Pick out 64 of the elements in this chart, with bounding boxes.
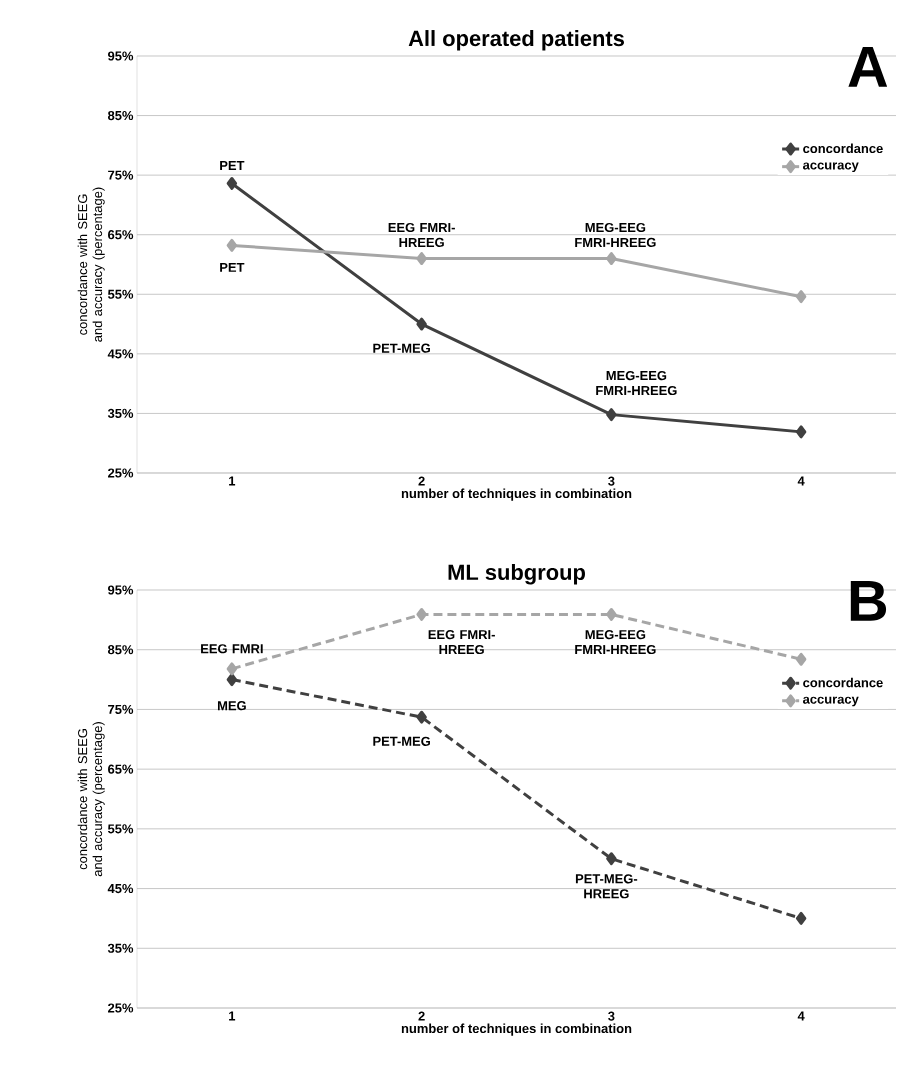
legend-label: concordance [803,677,883,688]
y-axis-title: concordance with SEEG and accuracy (percentage) [77,722,105,877]
annotation: PET-MEG [373,736,430,746]
point [226,662,238,676]
y-tick-label: 95% [108,585,134,595]
point [226,238,238,252]
y-tick-label: 25% [108,468,134,478]
y-tick-label: 65% [108,230,134,240]
y-tick-label: 55% [107,824,134,834]
x-tick-label: 3 [608,476,615,486]
annotation: EEG FMRI-HREEG [428,629,495,655]
y-tick-label: 75% [108,170,134,180]
annotation: PET-MEG [373,343,430,353]
y-tick-label: 45% [107,349,134,359]
point [795,290,807,304]
y-tick-label: 35% [107,943,134,953]
point [795,425,807,439]
x-tick-label: 2 [418,476,425,486]
y-tick-label: 85% [107,110,134,121]
y-tick-label: 65% [108,764,134,774]
point [606,608,617,621]
annotation: EEG FMRI [201,644,263,654]
x-axis-title: number of techniques in combination [401,1023,632,1036]
x-tick-label: 4 [797,476,805,486]
annotation: B [850,580,887,621]
y-axis-title: concordance with SEEG and accuracy (percentage) [77,187,105,342]
point [416,710,427,724]
annotation: EEG FMRI-HREEG [388,222,455,248]
x-tick-label: 4 [797,1011,805,1021]
legend-label: accuracy [803,696,859,707]
annotation: PET-MEG-HREEG [575,874,638,899]
annotation: MEG-EEG FMRI-HREEG [575,629,656,655]
point [226,673,238,687]
y-tick-label: 25% [108,1003,134,1013]
x-tick-label: 2 [418,1011,425,1021]
x-axis-title: number of techniques in combination [401,488,632,501]
legend-label: accuracy [803,162,859,173]
y-tick-label: 95% [108,51,134,61]
annotation: MEG-EEG FMRI-HREEG [575,222,656,248]
x-tick-label: 1 [229,1011,236,1021]
point [606,852,617,866]
chart-title: All operated patients [408,30,624,51]
y-tick-label: 55% [107,289,134,299]
x-tick-label: 1 [229,476,236,486]
x-tick-label: 3 [608,1011,615,1021]
y-tick-label: 45% [107,884,134,894]
annotation: A [848,47,888,87]
point [606,408,617,422]
legend-label: concordance [803,143,883,154]
point [416,317,427,331]
point [795,911,807,925]
chart-title: ML subgroup [448,563,585,585]
annotation: MEG-EEG FMRI-HREEG [596,370,677,396]
point [226,176,238,190]
y-tick-label: 85% [107,645,134,655]
y-tick-label: 75% [108,704,134,714]
point [416,608,427,621]
annotation: PET [220,262,245,272]
point [606,252,617,266]
point [795,652,807,666]
point [416,252,427,266]
y-tick-label: 35% [107,408,134,419]
annotation: MEG [217,701,246,711]
annotation: PET [220,161,245,170]
